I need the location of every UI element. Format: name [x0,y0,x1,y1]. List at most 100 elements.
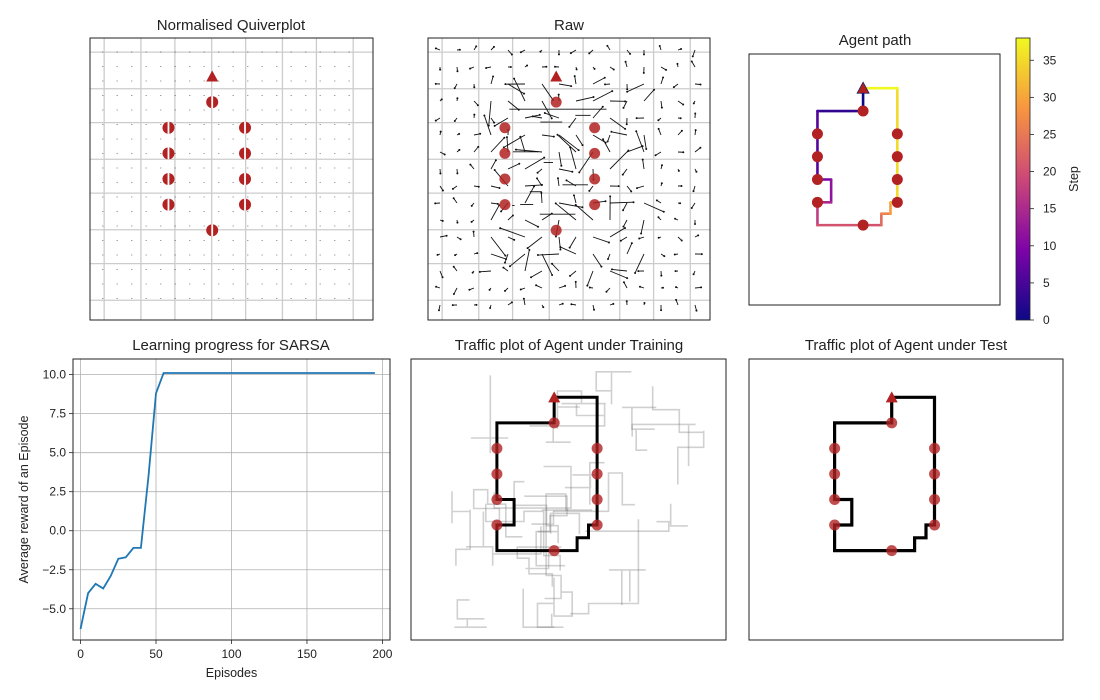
raw-quiver-arrow [569,147,577,170]
path-reward-2 [891,128,903,140]
training-trajectory [544,493,593,600]
raw-quiver-arrowhead [503,136,506,139]
raw-quiver-arrow [623,100,628,109]
frame-agent-path [748,53,1001,306]
raw-quiver-arrow [626,83,645,93]
raw-quiver-arrowhead [456,97,459,100]
raw-quiver-arrowhead [469,163,472,166]
raw-quiver-arrowhead [479,132,482,135]
raw-quiver-arrow [507,236,515,241]
test-reward-7 [829,519,841,531]
raw-quiver-arrowhead [551,262,554,265]
raw-quiver-arrow [523,298,526,306]
raw-quiver-arrowhead [565,179,568,182]
raw-reward-5 [499,173,511,185]
colorbar-label: Step [1067,166,1081,192]
training-trajectory [513,480,559,544]
raw-quiver-arrowhead [643,301,646,304]
panel-colorbar: 0 5 10 15 20 25 30 35 Step [1015,37,1081,327]
raw-quiver-arrow [532,115,543,119]
raw-quiver-arrowhead [665,68,668,71]
test-reward-0 [886,417,898,429]
raw-quiver-arrowhead [508,265,511,268]
raw-quiver-arrowhead [622,281,625,284]
raw-quiver-arrowhead [502,266,505,269]
raw-quiver-arrowhead [533,185,536,188]
raw-quiver-arrowhead [470,204,473,207]
raw-quiver-arrowhead [571,170,574,173]
raw-quiver-arrowhead [700,253,703,256]
training-trajectory [529,404,606,427]
raw-quiver-arrow [558,202,583,208]
training-trajectory [595,371,632,405]
training-trajectory [470,375,509,454]
test-path [833,395,937,553]
x-tick-label: 50 [149,647,163,661]
raw-quiver-arrow [488,100,492,126]
x-tick-label: 150 [297,647,317,661]
raw-quiver-arrow [611,268,628,272]
raw-quiver-arrowhead [435,285,438,288]
raw-quiver-arrowhead [513,238,516,241]
raw-quiver-arrow [609,201,634,204]
raw-quiver-arrowhead [680,239,683,242]
raw-quiver-arrow [473,133,481,136]
raw-quiver-arrowhead [434,47,437,50]
test-reward-3 [829,468,841,480]
raw-quiver-arrowhead [641,158,644,161]
raw-quiver-arrowhead [626,90,629,93]
raw-quiver-arrowhead [692,102,695,105]
raw-quiver-arrowhead [672,86,675,89]
raw-reward-3 [499,147,511,159]
test-reward-8 [929,519,941,531]
raw-quiver-arrow [592,134,606,143]
path-reward-9 [857,219,869,231]
raw-quiver-arrowhead [569,52,572,55]
raw-quiver-arrowhead [577,149,580,152]
raw-quiver-arrowhead [451,304,454,307]
raw-quiver-arrowhead [505,136,508,139]
raw-quiver-arrowhead [441,189,444,192]
raw-quiver-arrow [536,178,543,187]
raw-quiver-arrow [500,227,526,238]
raw-quiver-arrowhead [559,248,562,251]
raw-quiver-arrow [588,185,594,192]
raw-quiver-arrowhead [543,156,546,159]
raw-quiver-arrow [626,145,643,153]
raw-quiver-arrow [602,139,611,153]
raw-quiver-arrowhead [593,67,596,70]
raw-quiver-arrowhead [673,253,676,256]
raw-quiver-arrowhead [561,302,564,305]
raw-quiver-arrowhead [662,76,665,79]
training-trajectory [472,488,523,538]
raw-quiver-arrowhead [606,44,609,47]
raw-quiver-arrowhead [535,284,538,287]
frame-traffic-training [410,358,727,641]
raw-quiver-arrow [692,49,696,57]
raw-quiver-arrowhead [540,191,543,194]
training-trajectory [536,577,573,628]
raw-quiver-arrowhead [603,76,606,79]
training-trajectory [651,386,705,485]
title-agent-path: Agent path [839,32,912,49]
panel-learning-progress: Learning progress for SARSA 0 50 100 150 200… [17,337,393,680]
raw-quiver-arrow [558,285,566,289]
raw-quiver-arrow [504,253,509,263]
raw-reward-8 [589,199,601,211]
raw-quiver-arrowhead [494,159,497,162]
raw-quiver-arrowhead [531,115,534,118]
raw-quiver-arrow [557,178,560,187]
raw-quiver-arrowhead [586,284,589,287]
raw-quiver-arrowhead [660,309,663,312]
raw-quiver-arrowhead [657,119,660,122]
colorbar-tick-label: 0 [1043,313,1050,327]
raw-quiver-arrowhead [655,199,658,202]
y-tick-label: 2.5 [49,485,66,499]
frame-raw-quiver [427,37,711,321]
raw-quiver-arrowhead [453,120,456,123]
raw-quiver-arrowhead [510,53,513,56]
raw-quiver-arrowhead [575,68,578,71]
raw-quiver-arrowhead [611,90,614,93]
raw-quiver-arrow [490,76,494,85]
raw-quiver-arrow [575,134,583,146]
